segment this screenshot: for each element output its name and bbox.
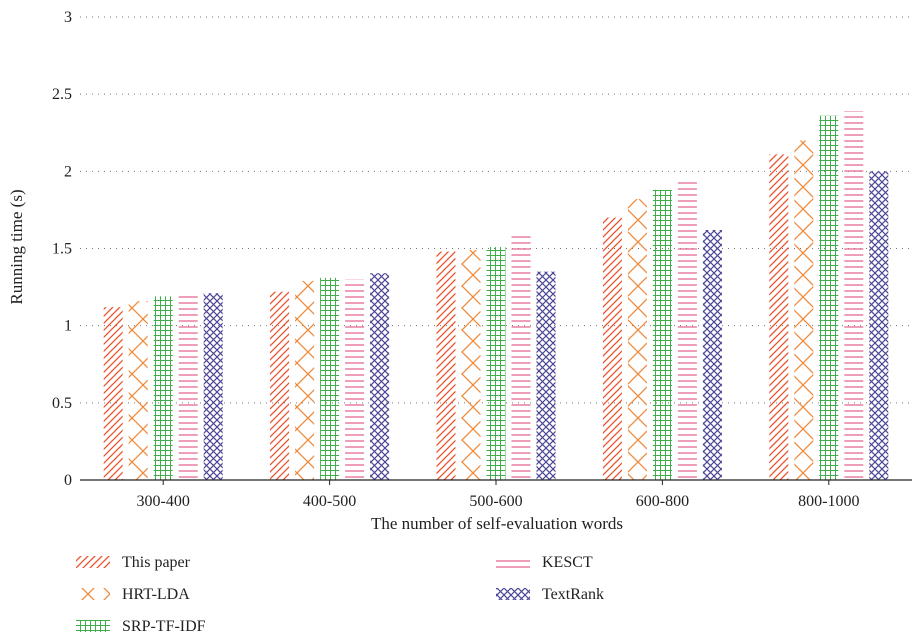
bar-textrank-600-800 — [702, 229, 722, 480]
bar-srp-tf-idf-300-400 — [153, 296, 173, 480]
bar-this-paper-500-600 — [436, 251, 456, 480]
bar-textrank-500-600 — [536, 271, 556, 480]
y-tick-label: 1.5 — [52, 241, 72, 258]
bar-this-paper-300-400 — [103, 307, 123, 480]
bar-hrt-lda-600-800 — [627, 199, 647, 480]
bar-hrt-lda-400-500 — [295, 280, 315, 480]
legend-swatch — [76, 556, 110, 568]
y-tick-label: 3 — [64, 9, 72, 26]
legend-swatch — [76, 620, 110, 632]
bar-this-paper-400-500 — [270, 291, 290, 480]
bar-textrank-300-400 — [203, 293, 223, 480]
legend: This paper HRT-LDA SRP-TF-IDF KESCT TextRank — [76, 554, 604, 635]
bar-srp-tf-idf-800-1000 — [819, 115, 839, 481]
x-tick-label: 600-800 — [636, 493, 689, 510]
legend-label: HRT-LDA — [122, 586, 190, 603]
bar-hrt-lda-500-600 — [461, 250, 481, 480]
bar-kesct-800-1000 — [844, 111, 864, 480]
x-tick-label: 500-600 — [469, 493, 522, 510]
bar-this-paper-800-1000 — [769, 154, 789, 480]
bar-hrt-lda-300-400 — [128, 300, 148, 480]
y-axis-title: Running time (s) — [7, 189, 26, 304]
bar-kesct-400-500 — [345, 279, 365, 480]
legend-label: SRP-TF-IDF — [122, 618, 206, 635]
bars — [103, 111, 889, 481]
bar-kesct-300-400 — [178, 293, 198, 480]
legend-swatch — [76, 588, 110, 600]
y-tick-label: 0 — [64, 472, 72, 489]
legend-swatch — [496, 556, 530, 568]
bar-textrank-800-1000 — [869, 171, 889, 481]
legend-label: TextRank — [542, 586, 604, 603]
x-tick-label: 300-400 — [137, 493, 190, 510]
x-tick-label: 400-500 — [303, 493, 356, 510]
axes: 0 0.5 1 1.5 2 2.5 3 300-400 400-500 500-600 600-80… — [52, 9, 912, 510]
legend-label: This paper — [122, 554, 191, 571]
bar-textrank-400-500 — [370, 273, 390, 480]
legend-swatch — [496, 588, 530, 600]
bar-srp-tf-idf-400-500 — [320, 277, 340, 480]
y-tick-label: 2.5 — [52, 86, 72, 103]
legend-label: KESCT — [542, 554, 593, 571]
y-tick-label: 0.5 — [52, 395, 72, 412]
bar-kesct-500-600 — [511, 233, 531, 480]
bar-this-paper-600-800 — [602, 217, 622, 480]
bar-kesct-600-800 — [677, 182, 697, 481]
bar-srp-tf-idf-500-600 — [486, 246, 506, 480]
x-axis-title: The number of self-evaluation words — [371, 514, 623, 533]
bar-hrt-lda-800-1000 — [794, 140, 814, 480]
y-tick-label: 1 — [64, 318, 72, 335]
x-tick-label: 800-1000 — [798, 493, 859, 510]
y-tick-label: 2 — [64, 163, 72, 180]
bar-srp-tf-idf-600-800 — [652, 189, 672, 480]
